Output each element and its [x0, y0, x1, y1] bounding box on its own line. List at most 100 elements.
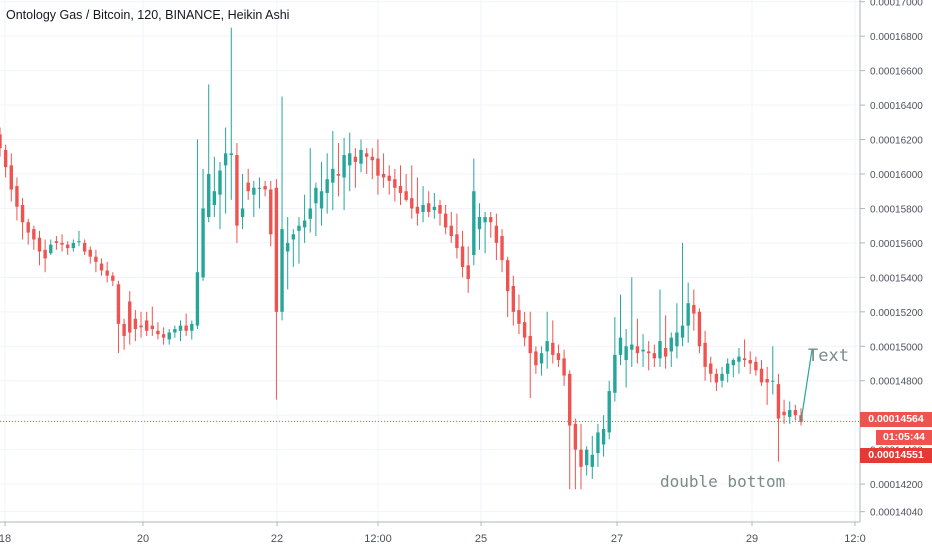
- double-bottom-annotation[interactable]: double bottom: [660, 472, 786, 491]
- candle-body: [680, 325, 685, 338]
- candle: [579, 423, 583, 490]
- candle: [505, 256, 510, 317]
- candle-body: [590, 454, 594, 467]
- candle: [359, 139, 363, 173]
- candle-body: [731, 360, 736, 366]
- candle-body: [568, 373, 572, 426]
- y-tick-label: 0.00014800: [870, 377, 923, 388]
- candle-body: [652, 353, 657, 359]
- y-tick-label: 0.00016400: [870, 101, 923, 112]
- candle-body: [257, 187, 262, 189]
- candle-body: [579, 449, 583, 467]
- candle: [466, 246, 470, 293]
- candle-body: [285, 242, 290, 252]
- chart-title: Ontology Gas / Bitcoin, 120, BINANCE, He…: [6, 8, 290, 22]
- candle-body: [663, 348, 668, 357]
- candle: [3, 144, 8, 178]
- candle-body: [297, 225, 301, 231]
- candle-body: [720, 373, 724, 381]
- text-annotation[interactable]: Text: [808, 346, 849, 366]
- candle: [443, 205, 448, 235]
- candle: [748, 351, 752, 374]
- y-tick-label: 0.00016000: [870, 170, 923, 181]
- candle: [88, 246, 92, 264]
- candle-body: [218, 170, 222, 195]
- countdown-badge: 01:05:44: [876, 430, 932, 445]
- y-tick-label: 0.00016800: [870, 32, 923, 43]
- candle: [331, 130, 335, 211]
- candle: [348, 132, 352, 192]
- candle: [364, 148, 369, 174]
- candle: [246, 168, 250, 200]
- candle: [686, 282, 690, 343]
- candle: [489, 211, 493, 238]
- candle-body: [20, 205, 25, 223]
- candle: [139, 311, 143, 338]
- candle-body: [647, 351, 651, 354]
- candle: [173, 325, 177, 338]
- candle: [178, 320, 183, 342]
- candle-body: [759, 368, 764, 383]
- candle-body: [161, 334, 166, 338]
- candle-body: [613, 354, 617, 393]
- candle-body: [353, 156, 358, 162]
- candle-body: [443, 213, 448, 228]
- candle: [680, 242, 685, 347]
- candle: [167, 329, 171, 345]
- candle: [601, 415, 606, 457]
- candle-body: [308, 208, 312, 219]
- candle: [381, 153, 386, 188]
- candle-body: [748, 360, 752, 364]
- candle: [539, 346, 544, 376]
- candle-body: [528, 335, 532, 354]
- candle-body: [477, 217, 482, 230]
- candle-body: [534, 351, 538, 366]
- candle: [776, 373, 781, 462]
- candle-body: [325, 179, 329, 193]
- candle: [9, 153, 13, 202]
- candle: [291, 229, 296, 268]
- candle: [161, 327, 166, 345]
- candle-body: [99, 263, 104, 271]
- candle: [325, 153, 329, 214]
- candle-body: [139, 325, 143, 328]
- candle-body: [522, 322, 527, 338]
- candle-body: [635, 346, 640, 354]
- candle: [43, 239, 47, 273]
- candle-body: [381, 174, 386, 178]
- candle-body: [43, 249, 47, 259]
- candle: [223, 127, 228, 214]
- y-tick-label: 0.00015200: [870, 308, 923, 319]
- candle: [793, 404, 798, 421]
- candle-body: [551, 342, 555, 355]
- candle-body: [737, 356, 741, 362]
- candle-body: [788, 410, 792, 417]
- candle: [720, 366, 724, 388]
- candle: [308, 148, 312, 233]
- candle: [771, 346, 775, 395]
- candle: [77, 230, 81, 247]
- candle: [54, 236, 59, 250]
- prev-close-badge: 0.00014551: [860, 448, 932, 463]
- candle-body: [421, 205, 425, 212]
- candle: [274, 179, 279, 400]
- candle-body: [26, 222, 30, 233]
- candle: [477, 203, 482, 250]
- candle: [765, 366, 769, 405]
- candle: [517, 294, 521, 335]
- x-tick-label: 12:0: [844, 533, 865, 545]
- candle-body: [410, 198, 414, 209]
- x-tick-label: 25: [475, 533, 487, 545]
- candle: [263, 180, 267, 197]
- candle: [568, 370, 572, 490]
- candle-body: [709, 363, 713, 374]
- candle-body: [77, 241, 81, 243]
- y-tick-label: 0.00015400: [870, 273, 923, 284]
- candle-body: [144, 320, 149, 331]
- candle-body: [725, 363, 730, 374]
- candle-body: [201, 208, 205, 278]
- axis-layer: 0.000140400.000142000.000144000.00014600…: [0, 0, 923, 545]
- candle: [624, 329, 628, 388]
- candle: [122, 318, 126, 350]
